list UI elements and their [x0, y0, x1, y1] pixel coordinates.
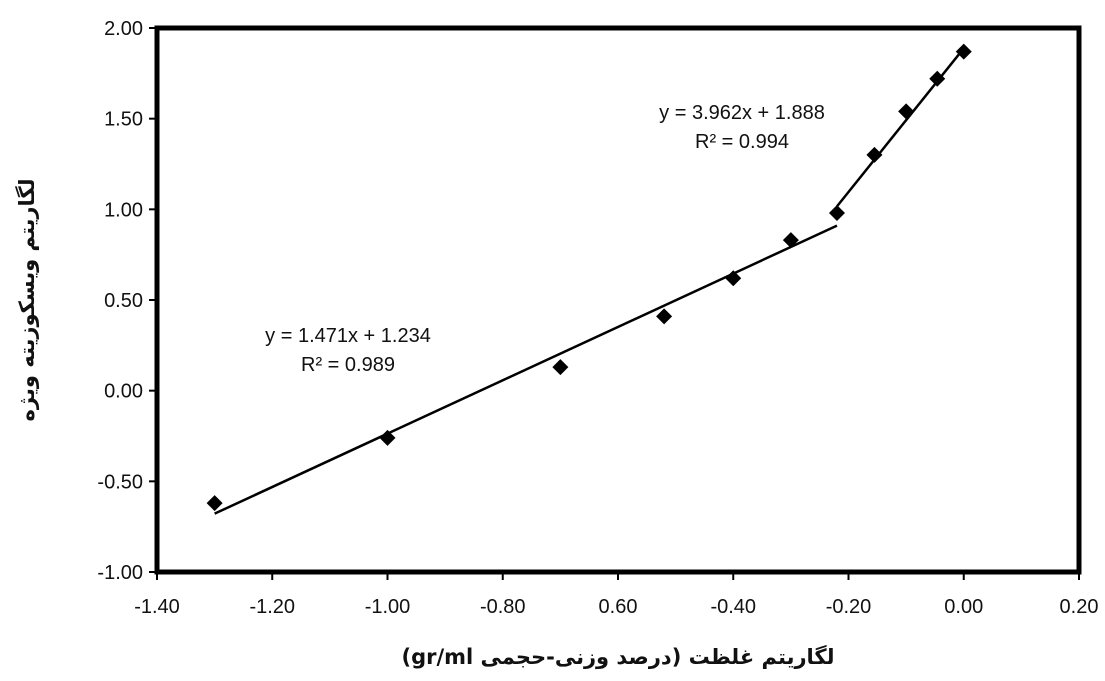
data-point-marker	[866, 146, 883, 163]
x-tick-label: 0.20	[1060, 596, 1099, 618]
data-point-marker	[898, 103, 915, 120]
trendline-2-equation: y = 3.962x + 1.888	[659, 102, 825, 124]
x-tick-label: 0.60	[599, 596, 638, 618]
x-tick-label: -1.20	[249, 596, 295, 618]
data-point-marker	[828, 204, 845, 221]
data-point-marker	[656, 308, 673, 325]
x-tick-label: -0.40	[710, 596, 756, 618]
data-point-marker	[552, 359, 569, 376]
y-axis-title: لگاریتم ویسکوزیته ویژه	[14, 179, 39, 422]
data-point-marker	[929, 70, 946, 87]
data-point-marker	[379, 429, 396, 446]
data-markers	[206, 43, 972, 512]
y-tick-label: -0.50	[97, 471, 143, 493]
trendline-1-equation: y = 1.471x + 1.234	[265, 325, 431, 347]
y-tick-label: 1.00	[104, 199, 143, 221]
x-tick-label: -0.80	[480, 596, 526, 618]
trendline-2-r-squared: R² = 0.994	[695, 131, 789, 153]
data-point-marker	[782, 232, 799, 249]
x-tick-label: -1.40	[134, 596, 180, 618]
x-tick-label: -1.00	[365, 596, 411, 618]
x-tick-label: 0.00	[944, 596, 983, 618]
data-point-marker	[955, 43, 972, 60]
plot-area-frame	[154, 25, 1082, 575]
trendline-2	[835, 47, 965, 208]
x-axis-ticks: -1.40 -1.20 -1.00 -0.80 0.60 -0.40 -0.20 0.00 0.…	[134, 572, 1098, 618]
y-tick-label: 2.00	[104, 18, 143, 40]
data-point-marker	[725, 270, 742, 287]
trendlines	[214, 47, 965, 515]
y-tick-label: 0.50	[104, 290, 143, 312]
y-tick-label: 1.50	[104, 109, 143, 131]
x-axis-title: لگاریتم غلظت (درصد وزنی-حجمی gr/ml)	[401, 644, 834, 669]
trendline-1-r-squared: R² = 0.989	[301, 354, 395, 376]
y-tick-label: -1.00	[97, 562, 143, 584]
y-tick-label: 0.00	[104, 381, 143, 403]
y-axis-ticks: 2.00 1.50 1.00 0.50 0.00 -0.50 -1.00	[97, 18, 157, 584]
x-tick-label: -0.20	[826, 596, 872, 618]
data-point-marker	[206, 495, 223, 512]
